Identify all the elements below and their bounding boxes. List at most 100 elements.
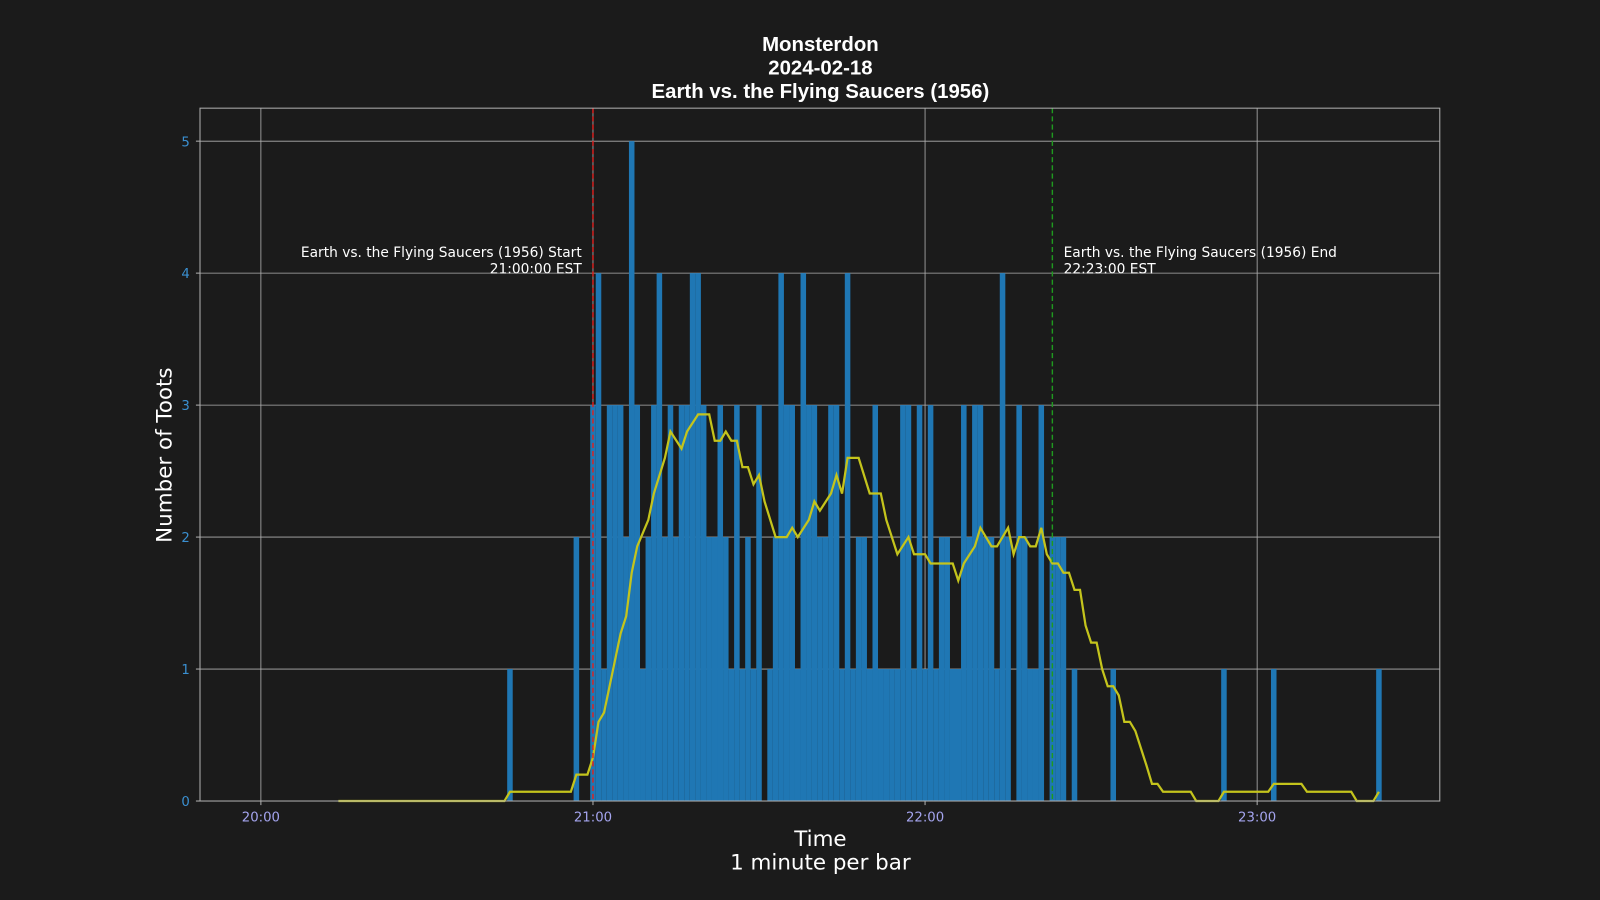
bar xyxy=(595,273,602,802)
bar xyxy=(612,405,618,802)
bar xyxy=(866,669,873,802)
bar xyxy=(617,405,624,802)
bar xyxy=(933,669,939,802)
annotation: 21:00:00 EST xyxy=(490,261,583,277)
x-axis-label: Time xyxy=(793,827,846,852)
y-tick-label: 0 xyxy=(181,795,189,810)
bar xyxy=(828,405,834,802)
y-axis-label: Number of Toots xyxy=(152,367,177,542)
bar xyxy=(728,669,735,802)
x-tick-label: 23:00 xyxy=(1238,810,1276,825)
bar xyxy=(673,537,679,802)
bar xyxy=(662,537,668,802)
bar xyxy=(833,405,840,802)
bar xyxy=(949,669,956,802)
bar xyxy=(861,537,867,802)
bar xyxy=(839,669,845,802)
bar xyxy=(783,405,790,802)
bar xyxy=(684,405,690,802)
bar xyxy=(573,537,580,802)
chart-title: Earth vs. the Flying Saucers (1956) xyxy=(652,81,990,103)
bar xyxy=(651,405,657,802)
bar xyxy=(1027,669,1033,802)
bar xyxy=(734,405,740,802)
bar xyxy=(750,669,757,802)
bar xyxy=(695,273,701,802)
bar xyxy=(1376,669,1382,802)
bar xyxy=(944,537,950,802)
bar xyxy=(717,405,724,802)
bar xyxy=(745,537,751,802)
bar xyxy=(988,537,995,802)
bar xyxy=(905,405,912,802)
bar xyxy=(1060,537,1067,802)
bar xyxy=(844,273,851,802)
bar xyxy=(900,405,906,802)
bar xyxy=(1071,669,1078,802)
annotation: Earth vs. the Flying Saucers (1956) Star… xyxy=(301,245,582,261)
bar xyxy=(623,537,629,802)
bar xyxy=(883,669,890,802)
x-tick-label: 21:00 xyxy=(574,810,612,825)
bar xyxy=(966,537,973,802)
bar xyxy=(955,669,962,802)
y-tick-label: 1 xyxy=(181,663,189,678)
bar xyxy=(1110,669,1117,802)
bar xyxy=(855,537,862,802)
y-tick-label: 4 xyxy=(181,267,189,282)
bar xyxy=(706,537,712,802)
bar xyxy=(711,537,718,802)
bar xyxy=(794,669,801,802)
bar xyxy=(1005,537,1011,802)
bar xyxy=(922,669,928,802)
x-axis-label: 1 minute per bar xyxy=(730,850,911,875)
bar xyxy=(1016,405,1022,802)
chart-title: Monsterdon xyxy=(762,34,879,56)
bar xyxy=(606,405,613,802)
plot-area xyxy=(338,141,1382,803)
bar xyxy=(1032,669,1039,802)
bar xyxy=(1049,537,1056,802)
bar xyxy=(656,273,663,802)
y-tick-label: 2 xyxy=(181,531,189,546)
bar xyxy=(872,405,879,802)
plot-frame xyxy=(199,107,1441,802)
line xyxy=(338,413,1380,803)
bar xyxy=(1055,537,1061,802)
bar xyxy=(723,537,729,802)
bar xyxy=(667,405,674,802)
x-tick-label: 20:00 xyxy=(242,810,280,825)
bar xyxy=(878,669,884,802)
bar xyxy=(1270,669,1277,802)
bar xyxy=(507,669,513,802)
bar xyxy=(983,537,989,802)
bar xyxy=(972,405,978,802)
bar xyxy=(634,405,641,802)
bar xyxy=(789,405,795,802)
bar xyxy=(1221,669,1227,802)
bar xyxy=(889,669,895,802)
bar xyxy=(817,537,823,802)
bar xyxy=(911,669,917,802)
bar xyxy=(961,405,967,802)
bar xyxy=(811,405,818,802)
bar xyxy=(772,537,779,802)
x-tick-label: 22:00 xyxy=(906,810,944,825)
bar xyxy=(1038,405,1045,802)
bar xyxy=(756,405,762,802)
bar xyxy=(640,669,646,802)
y-tick-label: 3 xyxy=(181,399,189,414)
bar xyxy=(678,405,685,802)
bar xyxy=(806,405,812,802)
bar xyxy=(739,669,746,802)
bar xyxy=(767,669,773,802)
bar xyxy=(894,669,901,802)
bar xyxy=(994,669,1000,802)
bar xyxy=(601,669,607,802)
y-tick-label: 5 xyxy=(181,135,189,150)
bar xyxy=(938,537,945,802)
annotation: Earth vs. the Flying Saucers (1956) End xyxy=(1064,245,1337,261)
bar xyxy=(916,405,923,802)
